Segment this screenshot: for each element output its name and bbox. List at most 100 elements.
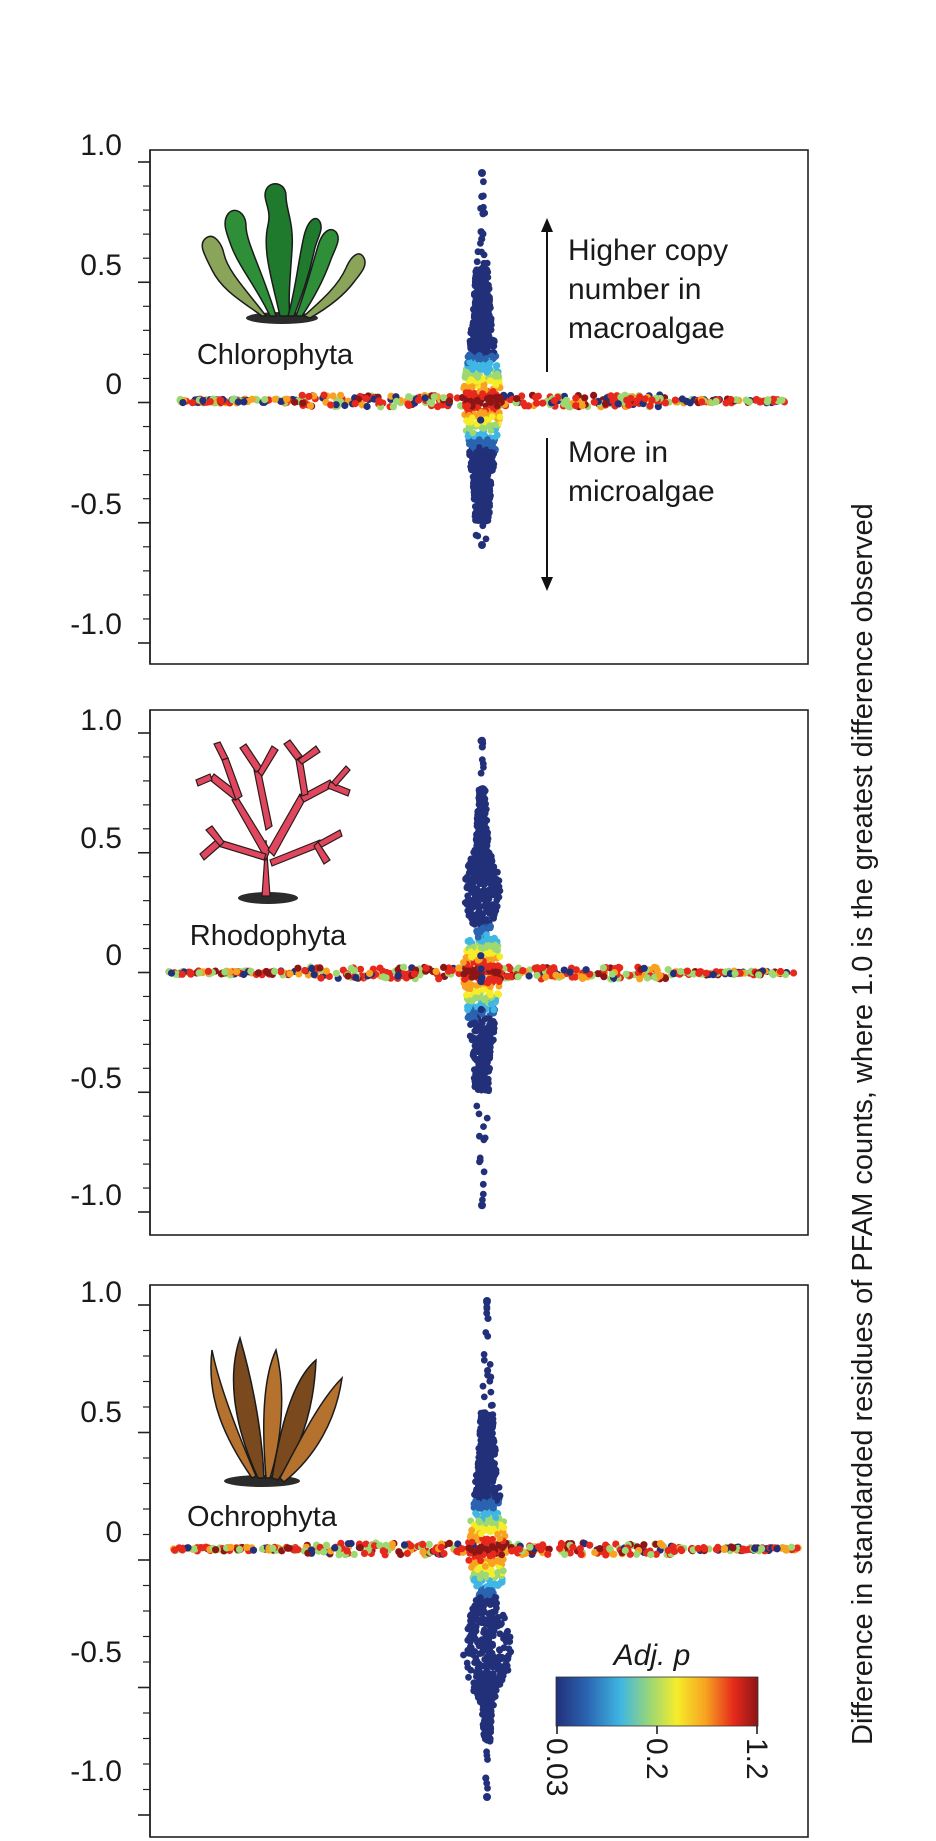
- data-point: [402, 974, 410, 982]
- data-point: [212, 1546, 220, 1554]
- data-point: [572, 402, 580, 410]
- data-point: [498, 1551, 506, 1559]
- data-point: [307, 1546, 315, 1554]
- data-point: [482, 1503, 490, 1511]
- data-point: [277, 968, 285, 976]
- data-point: [483, 1748, 490, 1756]
- annotation-up-line: Higher copy: [568, 234, 728, 267]
- data-point: [475, 1039, 483, 1046]
- data-point: [501, 1614, 508, 1622]
- data-point: [487, 1682, 495, 1690]
- data-point: [344, 1540, 352, 1548]
- data-point: [476, 1660, 483, 1668]
- data-point: [486, 422, 493, 430]
- data-point: [721, 1544, 729, 1553]
- y-tick-label: 0.5: [80, 249, 122, 282]
- data-point: [479, 1382, 487, 1390]
- data-point: [499, 1523, 507, 1531]
- data-point: [484, 1722, 492, 1730]
- data-point: [483, 1114, 491, 1122]
- data-point: [470, 1687, 478, 1695]
- data-point: [470, 1679, 478, 1687]
- data-point: [643, 974, 652, 982]
- data-point: [460, 959, 467, 966]
- data-point: [204, 967, 212, 976]
- y-tick-label: -0.5: [70, 488, 122, 521]
- data-point: [460, 1651, 467, 1659]
- data-point: [327, 401, 335, 409]
- data-point: [494, 946, 501, 954]
- data-point: [414, 396, 423, 404]
- data-point: [468, 1538, 476, 1546]
- data-point: [483, 1510, 491, 1518]
- data-point: [622, 970, 630, 978]
- data-point: [479, 889, 487, 897]
- data-point: [488, 1519, 496, 1527]
- data-point: [481, 1563, 489, 1570]
- data-point: [586, 1541, 594, 1549]
- data-point: [472, 1478, 479, 1486]
- y-tick-label: 0: [105, 939, 122, 972]
- data-point: [470, 305, 478, 312]
- data-point: [410, 970, 419, 978]
- rhodophyta-icon: [195, 739, 351, 904]
- data-point: [590, 391, 598, 399]
- data-point: [492, 362, 500, 370]
- data-point: [496, 1535, 504, 1542]
- data-point: [301, 966, 309, 975]
- data-point: [419, 1540, 427, 1548]
- data-point: [487, 326, 495, 334]
- data-point: [489, 1429, 496, 1437]
- data-point: [467, 1643, 474, 1650]
- data-point: [485, 1045, 493, 1052]
- data-point: [195, 969, 203, 977]
- data-point: [488, 1498, 495, 1506]
- data-point: [329, 392, 337, 400]
- data-point: [745, 398, 753, 406]
- y-tick-label: -0.5: [70, 1062, 122, 1095]
- data-point: [652, 1550, 660, 1558]
- data-point: [480, 1080, 488, 1087]
- data-point: [483, 464, 491, 472]
- data-point: [478, 541, 486, 549]
- data-point: [488, 1688, 496, 1696]
- data-point: [778, 396, 786, 404]
- data-point: [277, 397, 285, 405]
- data-point: [732, 396, 740, 404]
- data-point: [483, 1446, 491, 1454]
- data-point: [356, 965, 365, 973]
- y-tick-label: 1.0: [80, 1276, 122, 1309]
- data-point: [488, 1570, 496, 1578]
- data-point: [471, 1575, 479, 1583]
- data-points: [170, 1297, 802, 1801]
- data-point: [626, 1550, 634, 1558]
- data-point: [495, 1557, 503, 1565]
- data-point: [492, 372, 499, 380]
- data-point: [591, 1548, 599, 1556]
- data-point: [484, 979, 492, 987]
- data-point: [496, 1681, 504, 1688]
- data-point: [286, 970, 294, 978]
- data-point: [571, 973, 579, 981]
- data-point: [558, 1541, 566, 1549]
- data-points: [176, 169, 789, 549]
- data-point: [683, 967, 692, 975]
- data-point: [478, 1086, 485, 1094]
- data-point: [477, 228, 485, 236]
- data-point: [664, 1546, 672, 1555]
- data-point: [487, 1388, 495, 1396]
- data-point: [469, 323, 477, 330]
- data-point: [325, 972, 333, 981]
- data-point: [494, 962, 502, 969]
- data-point: [393, 397, 401, 405]
- data-point: [482, 1411, 490, 1419]
- data-point: [489, 1674, 497, 1681]
- data-point: [483, 1305, 491, 1312]
- taxon-label: Rhodophyta: [190, 920, 347, 952]
- data-point: [480, 1393, 488, 1401]
- data-point: [469, 366, 477, 373]
- data-point: [493, 432, 501, 439]
- data-point: [240, 398, 248, 406]
- data-point: [186, 968, 194, 976]
- data-point: [480, 1356, 488, 1364]
